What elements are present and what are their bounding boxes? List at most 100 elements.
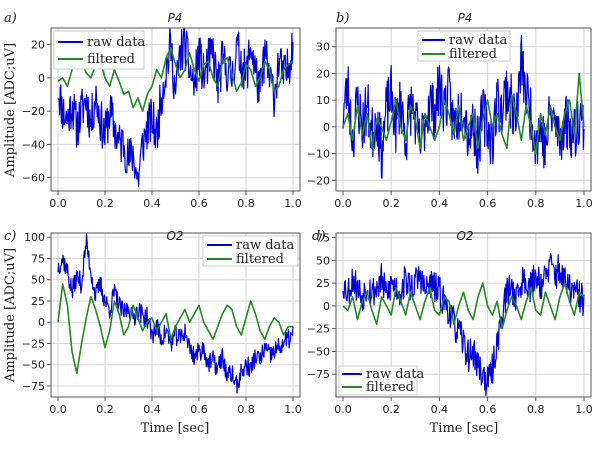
series-line-filtered: [342, 282, 585, 330]
panel-a-title: P4: [168, 11, 183, 25]
panel-c-border: [50, 232, 301, 398]
panel-d: 0.0 0.2 0.4 0.6 0.8 1.0 75 50 25 0 −25 −50 −75 d) O…: [307, 229, 593, 416]
panel-b-legend-box: [417, 30, 511, 62]
ytick-label: 25: [316, 277, 330, 290]
series-line-filtered: [342, 72, 585, 155]
ytick-label: 20: [316, 67, 330, 80]
ytick-label: 0: [38, 316, 45, 329]
xtick-label: 0.2: [382, 197, 400, 210]
series-line-raw-data: [57, 27, 294, 188]
panel-b: 0.0 0.2 0.4 0.6 0.8 1.0 30 20 10 0 −10 −20 b) P4 r…: [307, 11, 593, 210]
ytick-label: −75: [307, 368, 330, 381]
xtick-label: 0.0: [334, 403, 352, 416]
xtick-label: 0.6: [190, 403, 208, 416]
ytick-label: −50: [307, 345, 330, 358]
xtick-label: 0.2: [96, 403, 114, 416]
series-line-raw-data: [342, 34, 585, 179]
xtick-label: 0.4: [143, 197, 161, 210]
panel-c-label: c): [4, 229, 16, 244]
ytick-label: 30: [316, 41, 330, 54]
ytick-label: 10: [316, 94, 330, 107]
xtick-label: 0.8: [527, 403, 545, 416]
panel-d-title: O2: [456, 229, 473, 243]
panel-b-title: P4: [458, 11, 473, 25]
xtick-label: 0.0: [334, 197, 352, 210]
xtick-label: 0.2: [382, 403, 400, 416]
ytick-label: 0: [323, 121, 330, 134]
ytick-label: 50: [31, 274, 45, 287]
xtick-label: 0.4: [431, 403, 449, 416]
ytick-label: 100: [24, 231, 45, 244]
xtick-label: 1.0: [575, 197, 593, 210]
panel-a-legend: raw data filtered: [53, 30, 146, 70]
panel-c-xticks: 0.0 0.2 0.4 0.6 0.8 1.0: [49, 397, 302, 416]
xtick-label: 1.0: [575, 403, 593, 416]
xtick-label: 1.0: [284, 403, 302, 416]
panel-d-label: d): [312, 229, 325, 244]
xtick-label: 0.4: [143, 403, 161, 416]
panel-c-legend-raw-label: raw data: [236, 238, 295, 253]
panel-d-xticks: 0.0 0.2 0.4 0.6 0.8 1.0: [334, 397, 593, 416]
panel-b-xticks: 0.0 0.2 0.4 0.6 0.8 1.0: [334, 191, 593, 210]
panel-a-label: a): [4, 11, 17, 26]
ytick-label: 50: [316, 254, 330, 267]
panel-c-legend-box: [202, 235, 299, 267]
panel-a-legend-box: [53, 30, 145, 70]
xtick-label: 0.6: [479, 197, 497, 210]
series-line-filtered: [57, 283, 293, 375]
xtick-label: 1.0: [284, 197, 302, 210]
panel-c-legend-filtered-label: filtered: [236, 252, 284, 267]
panel-d-legend: raw data filtered: [338, 365, 425, 396]
panel-b-lines: [342, 34, 585, 179]
panel-b-yticks: 30 20 10 0 −10 −20: [307, 41, 336, 187]
ytick-label: 75: [316, 232, 330, 245]
ytick-label: 20: [31, 39, 45, 52]
ylabel-bottom: Amplitude [ADC;uV]: [3, 248, 18, 383]
ytick-label: 0: [323, 300, 330, 313]
xtick-label: 0.6: [190, 197, 208, 210]
ytick-label: −10: [307, 148, 330, 161]
panel-c-title: O2: [166, 229, 183, 243]
ytick-label: −75: [22, 380, 45, 393]
xtick-label: 0.6: [479, 403, 497, 416]
ytick-label: 0: [38, 72, 45, 85]
panel-b-legend: raw data filtered: [417, 30, 511, 62]
panel-c-lines: [57, 233, 294, 394]
panel-d-legend-raw-label: raw data: [366, 367, 425, 382]
ytick-label: −25: [307, 323, 330, 336]
panel-a-legend-filtered-label: filtered: [87, 52, 135, 67]
ytick-label: −60: [22, 172, 45, 185]
ytick-label: −25: [22, 337, 45, 350]
panel-a: 0.0 0.2 0.4 0.6 0.8 1.0 20 0 −20 −40 −60 a) P4 ra…: [4, 11, 302, 210]
ylabel-top: Amplitude [ADC;uV]: [3, 43, 18, 178]
panel-a-legend-raw-label: raw data: [87, 35, 146, 50]
xtick-label: 0.8: [527, 197, 545, 210]
xlabel-left: Time [sec]: [141, 421, 210, 436]
panel-d-lines: [342, 252, 585, 396]
panel-d-yticks: 75 50 25 0 −25 −50 −75: [307, 232, 336, 381]
panel-a-border: [50, 27, 301, 192]
xtick-label: 0.0: [49, 197, 67, 210]
xtick-label: 0.2: [96, 197, 114, 210]
panel-d-border: [335, 232, 592, 398]
panel-b-legend-filtered-label: filtered: [449, 47, 497, 62]
xtick-label: 0.8: [237, 197, 255, 210]
panel-d-legend-box: [338, 365, 418, 396]
ytick-label: −40: [22, 138, 45, 151]
ytick-label: 25: [31, 295, 45, 308]
series-line-raw-data: [342, 252, 585, 396]
panel-b-label: b): [336, 11, 349, 26]
panel-a-yticks: 20 0 −20 −40 −60: [22, 39, 51, 185]
ytick-label: −20: [307, 174, 330, 187]
ytick-label: −20: [22, 105, 45, 118]
ytick-label: 75: [31, 252, 45, 265]
xtick-label: 0.0: [49, 403, 67, 416]
panel-c-yticks: 100 75 50 25 0 −25 −50 −75: [22, 231, 51, 393]
panel-d-legend-filtered-label: filtered: [366, 380, 414, 395]
xtick-label: 0.4: [431, 197, 449, 210]
panel-b-legend-raw-label: raw data: [449, 33, 508, 48]
panel-c-legend: raw data filtered: [202, 235, 299, 267]
panel-a-xticks: 0.0 0.2 0.4 0.6 0.8 1.0: [49, 191, 302, 210]
panel-b-border: [335, 27, 592, 192]
